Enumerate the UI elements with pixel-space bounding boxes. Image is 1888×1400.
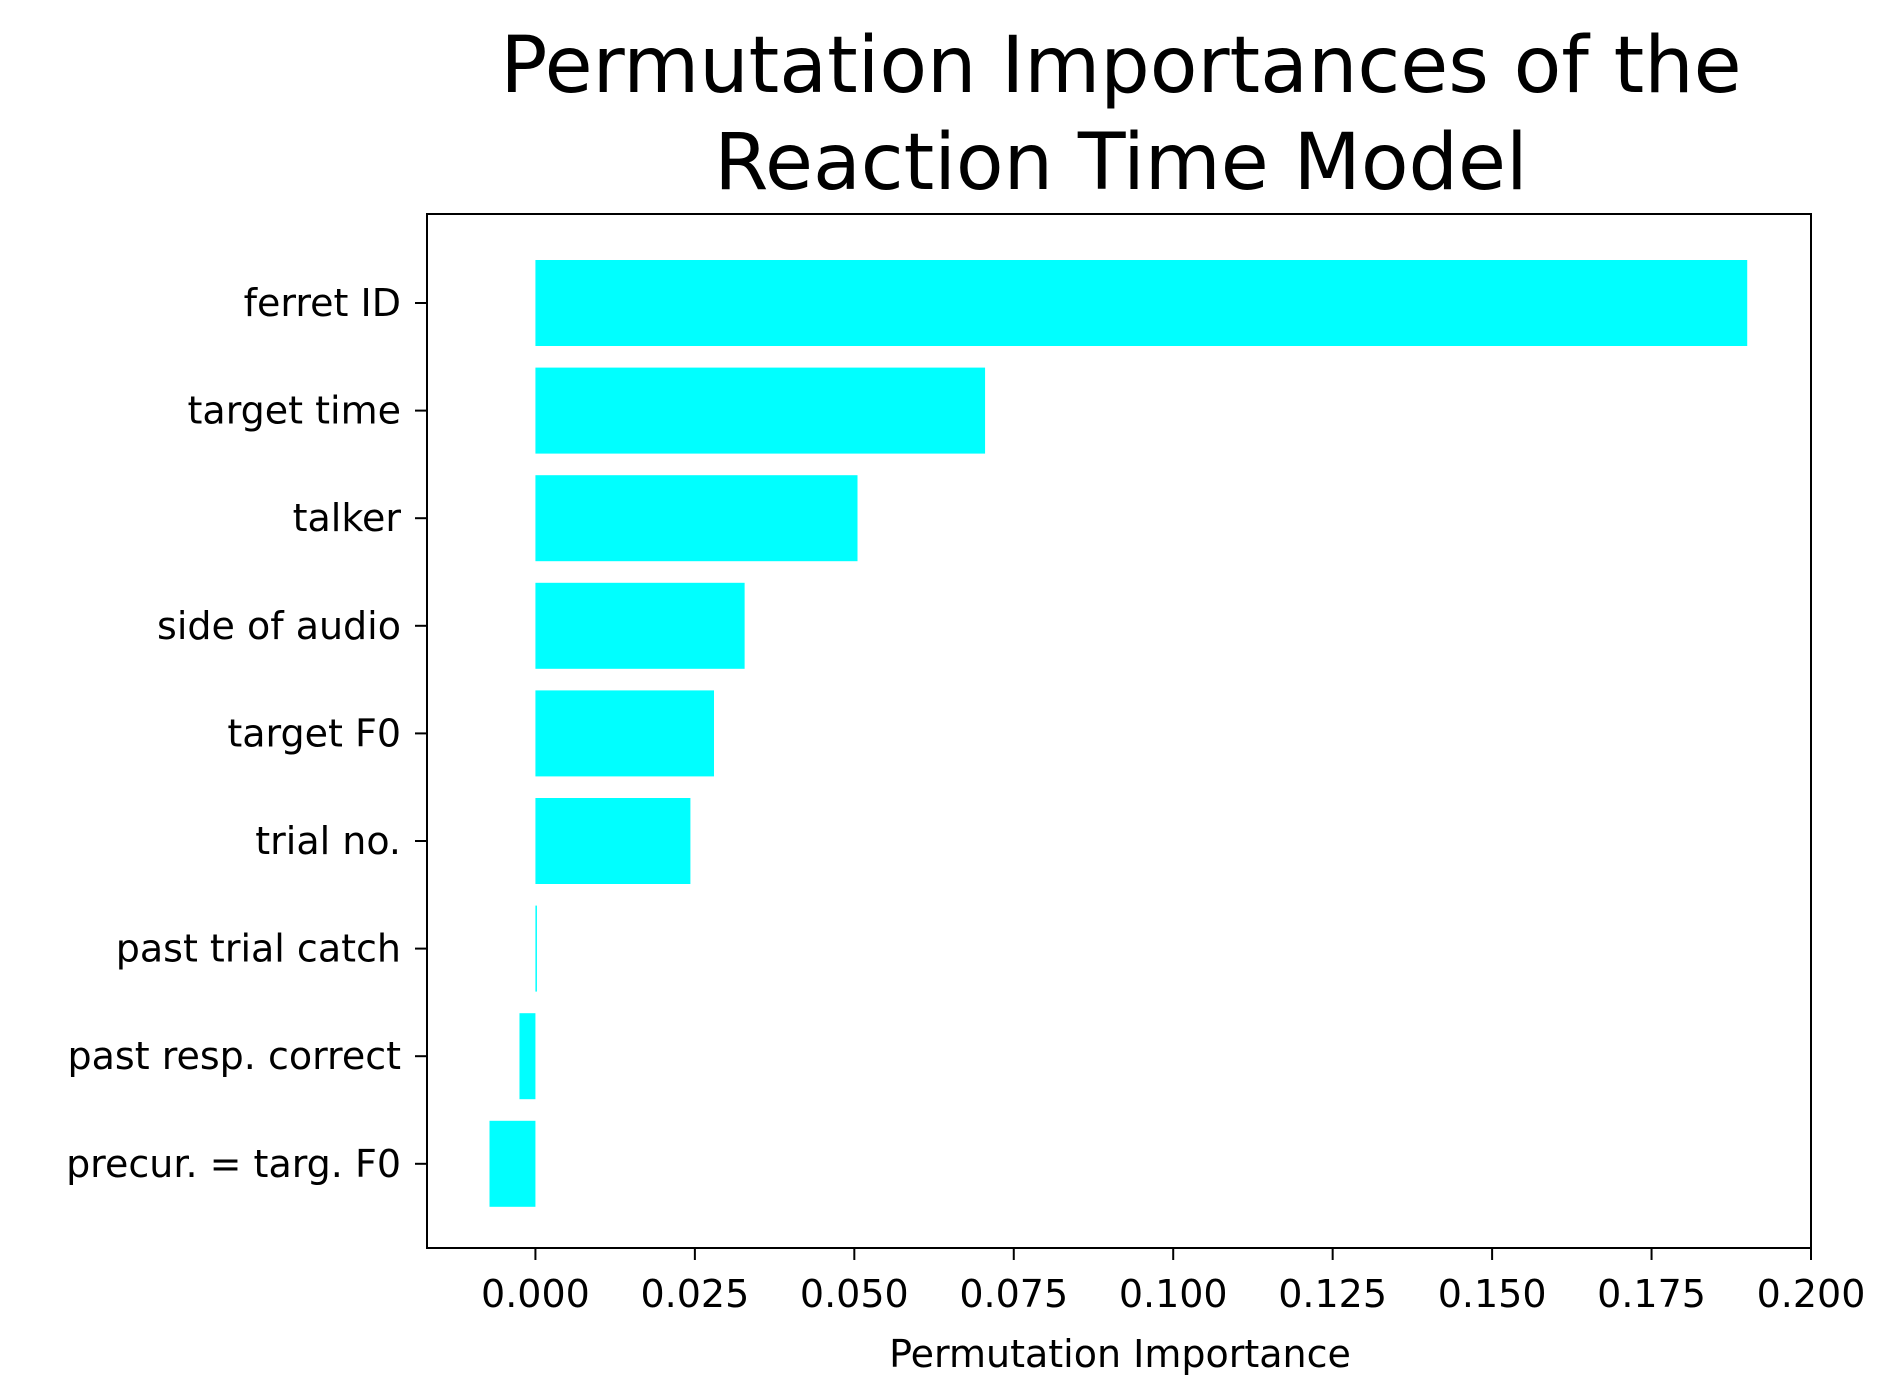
y-tick-label-2: talker	[293, 496, 402, 540]
x-tick-label-6: 0.150	[1438, 1272, 1547, 1316]
y-tick-label-5: trial no.	[255, 819, 401, 863]
y-tick-label-6: past trial catch	[116, 927, 401, 971]
x-tick-label-5: 0.125	[1278, 1272, 1387, 1316]
bar-3	[535, 582, 745, 669]
x-tick-label-8: 0.200	[1757, 1272, 1866, 1316]
y-tick-label-7: past resp. correct	[68, 1034, 401, 1078]
bar-4	[535, 690, 715, 777]
x-tick-label-0: 0.000	[481, 1272, 590, 1316]
y-axis: ferret ID target time talker side of audio t…	[66, 281, 427, 1186]
bars	[489, 260, 1748, 1207]
bar-5	[535, 798, 691, 884]
x-tick-label-1: 0.025	[640, 1272, 749, 1316]
x-tick-label-4: 0.100	[1119, 1272, 1228, 1316]
y-tick-label-4: target F0	[227, 711, 401, 755]
y-tick-label-0: ferret ID	[244, 281, 401, 325]
x-tick-label-7: 0.175	[1597, 1272, 1706, 1316]
bar-2	[535, 475, 858, 562]
bar-6	[535, 905, 537, 992]
bar-8	[489, 1120, 536, 1207]
bar-1	[535, 367, 986, 454]
x-tick-label-2: 0.050	[800, 1272, 909, 1316]
bar-0	[535, 260, 1748, 346]
x-axis: 0.000 0.025 0.050 0.075 0.100 0.125 0.150 0.175…	[481, 1248, 1865, 1316]
chart-title: Permutation Importances of the Reaction …	[500, 21, 1741, 208]
chart-title-line-2: Reaction Time Model	[714, 118, 1527, 208]
bar-7	[519, 1013, 536, 1100]
y-tick-label-3: side of audio	[157, 604, 401, 648]
y-tick-label-1: target time	[188, 389, 401, 433]
y-tick-label-8: precur. = targ. F0	[66, 1142, 401, 1186]
plot-area-frame	[426, 213, 1812, 1249]
x-axis-label: Permutation Importance	[889, 1332, 1351, 1376]
x-tick-label-3: 0.075	[959, 1272, 1068, 1316]
chart-title-line-1: Permutation Importances of the	[500, 21, 1741, 111]
